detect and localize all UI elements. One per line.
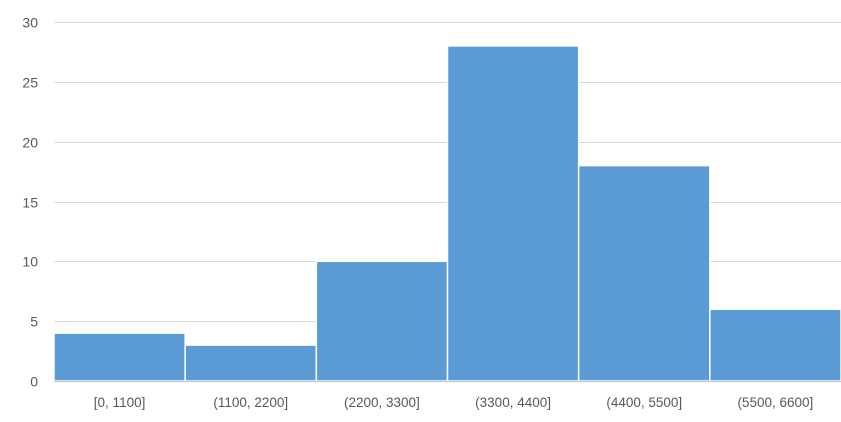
x-tick-label: (5500, 6600] [738,395,814,410]
x-tick-label: (4400, 5500] [606,395,682,410]
x-tick-label: [0, 1100] [94,395,146,410]
y-axis-tick-labels: 0 5 10 15 20 25 30 [22,15,38,390]
bar [709,308,841,382]
x-axis-tick-labels: [0, 1100] (1100, 2200] (2200, 3300] (3300, … [94,395,814,410]
y-tick-label: 0 [30,374,38,390]
y-tick-label: 15 [22,195,38,211]
x-tick-label: (3300, 4400] [475,395,551,410]
bar [53,332,186,382]
y-tick-label: 20 [22,135,38,151]
y-tick-label: 5 [30,314,38,330]
bar [184,344,318,382]
bar [577,164,711,382]
y-tick-label: 30 [22,15,38,31]
y-tick-label: 10 [22,254,38,270]
y-tick-label: 25 [22,75,38,91]
x-tick-label: (2200, 3300] [344,395,420,410]
bar [315,260,449,382]
bars [53,45,841,382]
x-tick-label: (1100, 2200] [213,395,288,410]
bar [446,45,580,382]
